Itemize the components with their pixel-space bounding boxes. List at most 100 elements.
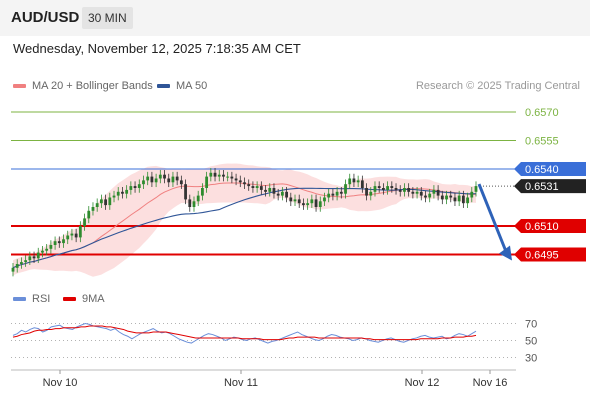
candle-body [137,184,141,188]
candle [403,183,406,197]
candle [125,185,129,199]
bollinger-band-area [13,163,476,277]
candle [407,183,411,197]
ma20-swatch [13,84,26,88]
candle-body [403,188,406,192]
candle-body [62,239,65,244]
ma20-label: MA 20 + Bollinger Bands [32,80,153,92]
candle-body [209,172,213,177]
candle [276,188,280,201]
timeframe-button[interactable]: 30 MIN [82,7,133,29]
candle-body [314,199,318,207]
candle [87,206,91,224]
candle [297,194,301,208]
time-axis: Nov 10 Nov 11 Nov 12 Nov 16 [11,369,516,389]
candle-body [415,191,419,194]
candle-body [129,186,133,190]
candle [20,257,23,269]
forecast-head [499,245,512,261]
candle-body [470,191,474,198]
candle [53,236,57,250]
candle-body [49,245,53,249]
candle [121,187,124,199]
level-tag-bg [514,247,586,262]
candle-body [57,241,61,244]
candle [112,190,116,203]
candle [449,190,453,203]
candle [36,247,40,264]
candle [453,192,457,207]
level-label-1: 0.6555 [525,136,559,148]
candle [390,181,394,193]
candle [45,244,49,256]
candle [217,169,221,182]
level-label-0: 0.6570 [525,107,559,119]
time-label-1: Nov 11 [224,377,258,389]
candle-body [230,176,234,179]
candle [24,255,28,267]
candle-body [264,189,267,192]
candle-body [474,186,478,192]
candle [184,179,187,205]
ma9-label: 9MA [82,293,105,305]
candle-body [78,226,82,238]
candle-body [339,191,343,194]
candle [445,190,448,205]
candle [171,171,175,188]
candle [15,259,19,273]
bollinger-bands [13,163,476,277]
candle [470,187,474,203]
chart-header: AUD/USD 30 MIN [0,0,590,36]
candle [133,181,137,193]
candle-body [53,241,57,245]
candle [323,192,326,207]
candle-body [116,191,120,196]
candle [234,173,238,186]
candle [255,181,259,193]
candle-body [99,199,103,204]
candle [62,234,65,248]
candle-body [318,201,322,207]
candle-body [238,180,242,183]
candle-body [66,235,70,240]
candle-body [28,256,32,261]
candle [356,175,360,188]
candle-body [24,260,28,263]
candle [272,183,276,199]
candle [213,168,217,182]
level-tag-bg [514,219,586,233]
candle [268,183,272,197]
candle [104,194,107,210]
candle-body [133,186,137,188]
candle-body [36,252,40,259]
candle [348,173,352,189]
candle-body [91,207,95,211]
candle-body [377,186,381,188]
level-label-3: 0.6531 [525,181,559,193]
candle-body [436,189,440,196]
candle-body [171,176,175,183]
rsi-tick-50: 50 [525,336,537,348]
level-tag-2: 0.6540 [514,162,586,176]
candle-body [125,189,129,194]
candle-body [310,199,314,204]
rsi-tick-70: 70 [525,319,537,331]
candle [419,187,423,201]
candle [192,196,196,212]
time-label-3: Nov 16 [473,377,508,389]
candle [116,187,120,201]
candle [146,171,150,186]
candle [32,251,36,264]
candle-body [445,195,448,200]
candle-body [466,197,469,204]
candle-body [449,195,453,198]
level-label-2: 0.6540 [525,164,559,176]
legend-ma50: MA 50 [157,80,207,92]
candle [394,183,398,195]
candle [205,171,209,193]
candle-body [184,184,187,200]
candle [457,190,461,207]
candle-body [205,176,209,188]
candle [196,190,200,207]
